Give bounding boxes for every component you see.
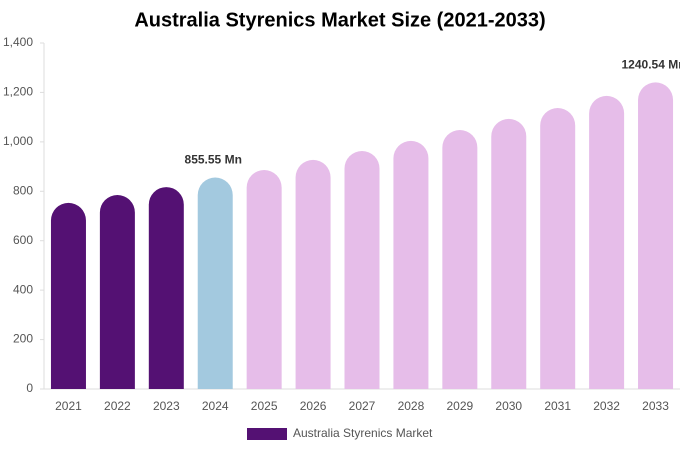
x-tick-label: 2032 [593,399,620,413]
y-tick-label: 0 [26,381,33,395]
chart-title: Australia Styrenics Market Size (2021-20… [134,9,545,31]
x-tick-label: 2027 [349,399,376,413]
y-tick-label: 600 [13,233,33,247]
bar [148,187,184,389]
x-tick-label: 2031 [544,399,571,413]
bar [50,202,86,389]
bar [638,82,674,390]
x-tick-label: 2033 [642,399,669,413]
y-tick-label: 800 [13,183,33,197]
x-tick-label: 2024 [202,399,229,413]
bar [491,118,527,389]
bar [442,129,478,389]
bar [246,170,282,389]
y-tick-label: 1,000 [3,134,33,148]
bar [99,194,135,389]
y-tick-label: 400 [13,282,33,296]
y-tick-label: 1,400 [3,35,33,49]
bar [589,95,625,389]
x-tick-label: 2021 [55,399,82,413]
bar [344,151,380,389]
legend-swatch [247,428,287,440]
bar [540,107,576,390]
x-tick-label: 2030 [495,399,522,413]
bar [197,177,233,389]
data-label: 1240.54 Mn [622,58,680,72]
legend-label: Australia Styrenics Market [293,426,433,440]
y-tick-label: 1,200 [3,85,33,99]
x-tick-label: 2025 [251,399,278,413]
x-tick-label: 2029 [446,399,473,413]
bar [295,159,331,389]
x-tick-label: 2026 [300,399,327,413]
x-tick-label: 2023 [153,399,180,413]
x-tick-label: 2028 [398,399,425,413]
data-label: 855.55 Mn [185,153,242,167]
y-tick-label: 200 [13,332,33,346]
bar [393,140,429,389]
x-tick-label: 2022 [104,399,131,413]
